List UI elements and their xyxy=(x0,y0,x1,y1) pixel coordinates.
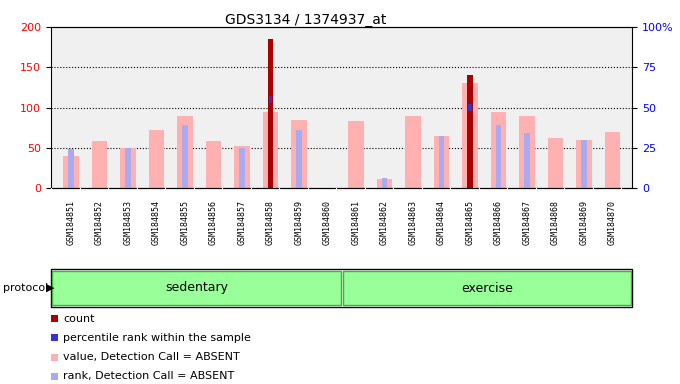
Bar xyxy=(439,136,444,188)
Bar xyxy=(268,39,273,188)
Bar xyxy=(519,116,534,188)
Bar xyxy=(434,136,449,188)
Text: percentile rank within the sample: percentile rank within the sample xyxy=(63,333,251,343)
Bar xyxy=(291,120,307,188)
Bar xyxy=(52,271,341,305)
Text: GSM184863: GSM184863 xyxy=(409,200,418,245)
Text: GSM184867: GSM184867 xyxy=(522,200,532,245)
Text: GSM184856: GSM184856 xyxy=(209,200,218,245)
Text: GSM184868: GSM184868 xyxy=(551,200,560,245)
Bar xyxy=(405,116,421,188)
Bar xyxy=(467,75,473,188)
Text: GSM184858: GSM184858 xyxy=(266,200,275,245)
Text: GSM184869: GSM184869 xyxy=(579,200,588,245)
Bar xyxy=(205,141,221,188)
Text: GSM184857: GSM184857 xyxy=(237,200,246,245)
Text: GDS3134 / 1374937_at: GDS3134 / 1374937_at xyxy=(225,13,387,27)
Text: protocol: protocol xyxy=(3,283,49,293)
Text: GSM184860: GSM184860 xyxy=(323,200,332,245)
Text: GSM184861: GSM184861 xyxy=(352,200,360,245)
Text: GSM184859: GSM184859 xyxy=(294,200,303,245)
Bar xyxy=(382,178,387,188)
Bar xyxy=(120,148,136,188)
Bar xyxy=(605,132,620,188)
Text: GSM184864: GSM184864 xyxy=(437,200,446,245)
Text: exercise: exercise xyxy=(461,281,513,295)
Bar xyxy=(125,148,131,188)
Bar xyxy=(182,125,188,188)
Bar xyxy=(581,140,587,188)
Bar xyxy=(490,112,507,188)
Text: sedentary: sedentary xyxy=(165,281,228,295)
Text: GSM184853: GSM184853 xyxy=(124,200,133,245)
Bar xyxy=(234,146,250,188)
Text: count: count xyxy=(63,314,95,324)
Bar xyxy=(63,156,79,188)
Bar xyxy=(69,149,73,188)
Text: GSM184866: GSM184866 xyxy=(494,200,503,245)
Text: value, Detection Call = ABSENT: value, Detection Call = ABSENT xyxy=(63,352,240,362)
Bar xyxy=(343,271,631,305)
Bar xyxy=(348,121,364,188)
Bar xyxy=(149,130,165,188)
Bar xyxy=(262,113,278,188)
Bar xyxy=(377,179,392,188)
Text: GSM184865: GSM184865 xyxy=(465,200,475,245)
Text: ▶: ▶ xyxy=(46,283,54,293)
Bar xyxy=(524,133,530,188)
Bar xyxy=(92,141,107,188)
Bar xyxy=(177,116,193,188)
Bar xyxy=(269,96,272,103)
Bar xyxy=(576,140,592,188)
Bar xyxy=(468,104,472,111)
Text: GSM184870: GSM184870 xyxy=(608,200,617,245)
Text: GSM184852: GSM184852 xyxy=(95,200,104,245)
Text: GSM184854: GSM184854 xyxy=(152,200,161,245)
Text: GSM184862: GSM184862 xyxy=(380,200,389,245)
Bar xyxy=(239,148,245,188)
Bar xyxy=(462,83,478,188)
Bar xyxy=(547,138,563,188)
Bar xyxy=(496,125,501,188)
Text: GSM184851: GSM184851 xyxy=(67,200,75,245)
Bar xyxy=(296,130,301,188)
Text: GSM184855: GSM184855 xyxy=(180,200,190,245)
Text: rank, Detection Call = ABSENT: rank, Detection Call = ABSENT xyxy=(63,371,234,381)
